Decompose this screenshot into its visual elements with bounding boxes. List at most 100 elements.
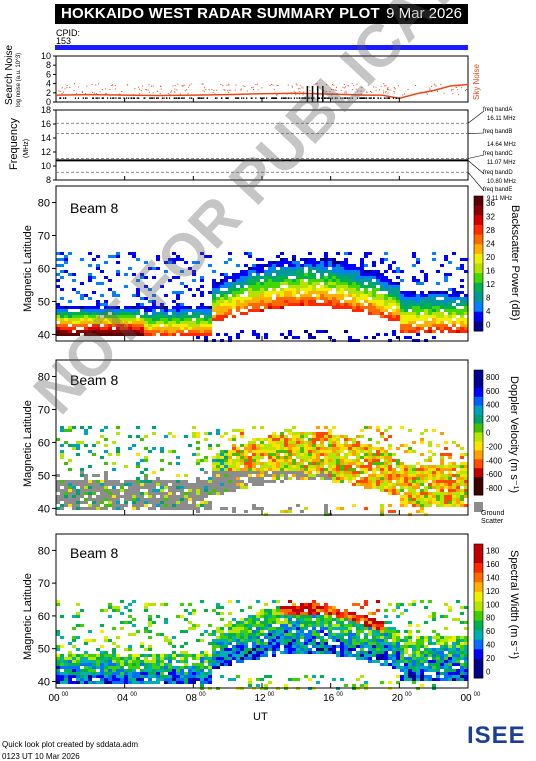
- data-cell: [220, 465, 224, 468]
- data-cell: [364, 636, 368, 639]
- data-cell: [380, 297, 384, 300]
- data-cell: [180, 678, 184, 681]
- data-cell: [264, 282, 268, 285]
- data-cell: [160, 633, 164, 636]
- data-cell: [188, 672, 192, 675]
- data-cell: [324, 264, 328, 267]
- data-cell: [308, 270, 312, 273]
- data-cell: [92, 483, 96, 486]
- data-cell: [100, 660, 104, 663]
- data-cell: [448, 501, 452, 504]
- data-cell: [76, 678, 80, 681]
- data-cell: [396, 480, 400, 483]
- data-cell: [176, 480, 180, 483]
- data-cell: [300, 645, 304, 648]
- search-noise-mark: [296, 97, 298, 99]
- data-cell: [92, 504, 96, 507]
- data-cell: [448, 504, 452, 507]
- data-cell: [172, 507, 176, 510]
- data-cell: [340, 636, 344, 639]
- data-cell: [64, 462, 68, 465]
- data-cell: [232, 447, 236, 450]
- data-cell: [312, 267, 316, 270]
- search-noise-mark: [327, 97, 329, 99]
- data-cell: [420, 432, 424, 435]
- data-cell: [84, 477, 88, 480]
- data-cell: [392, 282, 396, 285]
- data-cell: [88, 279, 92, 282]
- data-cell: [332, 447, 336, 450]
- data-cell: [112, 306, 116, 309]
- data-cell: [380, 480, 384, 483]
- data-cell: [180, 492, 184, 495]
- data-cell: [308, 450, 312, 453]
- data-cell: [68, 660, 72, 663]
- data-cell: [336, 441, 340, 444]
- data-cell: [432, 618, 436, 621]
- data-cell: [204, 489, 208, 492]
- data-cell: [400, 300, 404, 303]
- data-cell: [332, 450, 336, 453]
- data-cell: [332, 276, 336, 279]
- data-cell: [412, 480, 416, 483]
- data-cell: [304, 261, 308, 264]
- data-cell: [460, 312, 464, 315]
- data-cell: [64, 657, 68, 660]
- data-cell: [216, 483, 220, 486]
- data-cell: [176, 669, 180, 672]
- data-cell: [268, 615, 272, 618]
- data-cell: [104, 666, 108, 669]
- data-cell: [456, 669, 460, 672]
- data-cell: [260, 465, 264, 468]
- data-cell: [448, 306, 452, 309]
- data-cell: [272, 600, 276, 603]
- data-cell: [128, 306, 132, 309]
- data-cell: [184, 483, 188, 486]
- data-cell: [356, 639, 360, 642]
- data-cell: [388, 291, 392, 294]
- data-cell: [208, 309, 212, 312]
- data-cell: [108, 333, 112, 336]
- data-cell: [240, 435, 244, 438]
- noise-dot: [228, 83, 230, 85]
- data-cell: [300, 300, 304, 303]
- data-cell: [80, 624, 84, 627]
- data-cell: [340, 267, 344, 270]
- data-cell: [200, 654, 204, 657]
- colorbar-tick-label: 20: [486, 253, 495, 262]
- data-cell: [356, 309, 360, 312]
- data-cell: [224, 471, 228, 474]
- data-cell: [396, 336, 400, 339]
- data-cell: [240, 471, 244, 474]
- data-cell: [236, 336, 240, 339]
- data-cell: [216, 333, 220, 336]
- data-cell: [204, 309, 208, 312]
- data-cell: [212, 633, 216, 636]
- data-cell: [408, 642, 412, 645]
- data-cell: [80, 315, 84, 318]
- data-cell: [156, 666, 160, 669]
- data-cell: [244, 651, 248, 654]
- data-cell: [388, 648, 392, 651]
- data-cell: [308, 621, 312, 624]
- data-cell: [124, 312, 128, 315]
- data-cell: [284, 462, 288, 465]
- data-cell: [412, 477, 416, 480]
- data-cell: [84, 642, 88, 645]
- data-cell: [340, 294, 344, 297]
- data-cell: [212, 288, 216, 291]
- data-cell: [280, 282, 284, 285]
- data-cell: [252, 447, 256, 450]
- data-cell: [404, 645, 408, 648]
- data-cell: [264, 480, 268, 483]
- colorbar-cell: [474, 468, 483, 478]
- colorbar-cell: [474, 450, 483, 460]
- data-cell: [64, 678, 68, 681]
- data-cell: [200, 492, 204, 495]
- data-cell: [332, 273, 336, 276]
- data-cell: [248, 621, 252, 624]
- data-cell: [400, 303, 404, 306]
- data-cell: [324, 258, 328, 261]
- data-cell: [76, 636, 80, 639]
- data-cell: [136, 486, 140, 489]
